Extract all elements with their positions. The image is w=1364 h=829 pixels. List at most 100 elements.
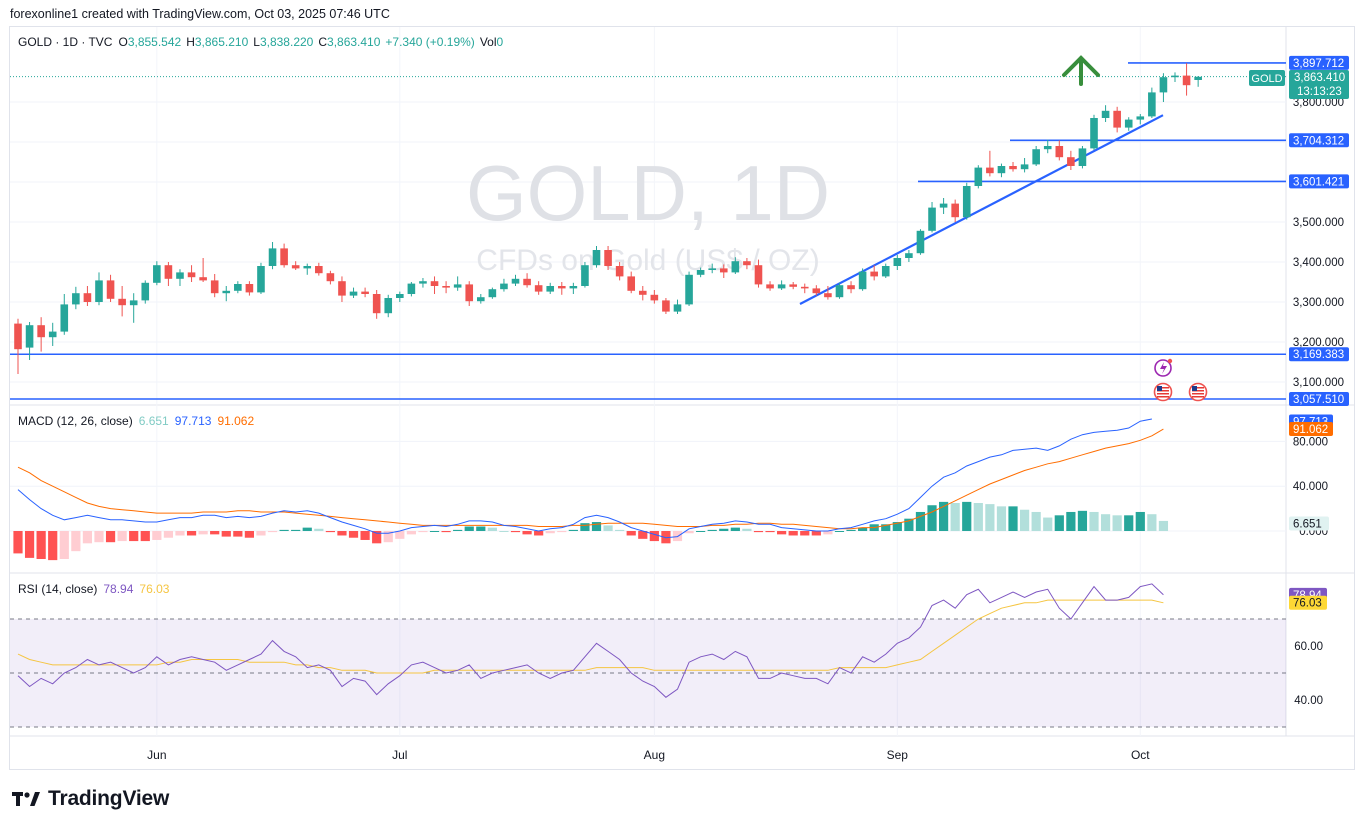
candle-body <box>974 167 983 186</box>
lightning-event-icon[interactable] <box>1154 358 1173 377</box>
candle-body <box>928 207 936 231</box>
candle-body <box>592 250 601 266</box>
candle <box>488 287 497 299</box>
macd-histogram-bar <box>256 531 266 536</box>
level-price-label-bg <box>1289 347 1349 362</box>
macd-histogram-tag[interactable]: 6.651 <box>1289 516 1329 531</box>
candle-body <box>453 284 462 288</box>
macd-signal-tag-bg <box>1289 422 1333 437</box>
candle <box>627 271 636 294</box>
candle-body <box>696 270 705 275</box>
candle <box>25 322 34 360</box>
current-price-tag[interactable]: GOLD 3,863.410 13:13:23 <box>1249 70 1349 99</box>
macd-histogram-bar <box>834 531 845 532</box>
macd-histogram-bar <box>325 531 335 533</box>
macd-histogram-bar <box>117 531 127 542</box>
candle <box>1194 76 1202 87</box>
candle-body <box>534 285 543 292</box>
level-price-label[interactable]: 3,897.712 <box>1289 55 1349 70</box>
candle-body <box>962 186 971 218</box>
tradingview-brand[interactable]: TradingView <box>12 787 169 811</box>
macd-histogram-bar <box>1077 510 1088 531</box>
level-price-label[interactable]: 3,704.312 <box>1289 133 1349 148</box>
macd-histogram-bar <box>279 529 289 531</box>
candle <box>893 254 902 270</box>
candle-body <box>118 298 126 306</box>
candle-body <box>291 265 300 269</box>
candle <box>419 278 427 288</box>
candle-body <box>1009 166 1017 170</box>
legend-l-label: L <box>253 35 260 49</box>
candle-body <box>1032 149 1040 165</box>
candle <box>37 317 45 352</box>
macd-histogram-bar <box>163 531 174 538</box>
candle <box>974 165 983 189</box>
candle <box>187 265 196 282</box>
macd-histogram-bar <box>1066 511 1076 531</box>
candle-body <box>488 289 497 298</box>
candle <box>997 163 1006 178</box>
rsi-legend-value: 78.94 <box>103 582 133 596</box>
macd-histogram-bar <box>684 531 694 534</box>
candle <box>673 299 682 314</box>
macd-histogram-bar <box>1089 511 1099 531</box>
candle <box>916 229 925 255</box>
flag-stripe <box>1192 390 1204 392</box>
macd-axis-tick: 40.000 <box>1293 481 1328 493</box>
candle <box>1009 162 1017 172</box>
macd-histogram-tag-bg <box>1289 516 1329 531</box>
macd-legend-signal: 91.062 <box>217 414 254 428</box>
candle-body <box>500 283 508 290</box>
candle <box>477 294 485 304</box>
legend-c-label: C <box>318 35 327 49</box>
x-axis-label-oct: Oct <box>1131 748 1150 762</box>
macd-histogram-bar <box>649 531 659 542</box>
candle <box>847 281 855 294</box>
macd-legend: MACD (12, 26, close) 6.651 97.713 91.062 <box>18 414 254 428</box>
macd-histogram-bar <box>996 506 1007 531</box>
candle-body <box>939 203 948 208</box>
level-price-label[interactable]: 3,169.383 <box>1289 347 1349 362</box>
macd-histogram-bar <box>105 531 116 543</box>
candle <box>777 280 786 290</box>
candle-body <box>546 286 555 292</box>
candle <box>106 274 115 302</box>
candle <box>962 182 971 220</box>
macd-histogram-bar <box>800 531 810 536</box>
level-price-label[interactable]: 3,057.510 <box>1289 391 1349 406</box>
candle-body <box>650 294 659 301</box>
candle-body <box>419 281 427 284</box>
candle-body <box>234 284 242 291</box>
candle <box>881 263 890 278</box>
up-arrow-icon <box>1062 55 1100 86</box>
candle-body <box>187 272 196 278</box>
trendline[interactable] <box>799 114 1164 305</box>
candle <box>396 291 404 302</box>
macd-signal-tag[interactable]: 91.062 <box>1289 422 1333 437</box>
candle-body <box>662 300 670 312</box>
us-flag-event-icon[interactable] <box>1188 382 1208 402</box>
level-price-label[interactable]: 3,601.421 <box>1289 174 1349 189</box>
rsi-ma-line <box>17 599 1164 674</box>
candle-body <box>349 291 358 296</box>
macd-histogram-bar <box>904 518 914 531</box>
level-price-label-text: 3,601.421 <box>1293 176 1344 188</box>
candle-body <box>881 266 890 277</box>
macd-histogram-bar <box>429 531 440 532</box>
macd-histogram-bar <box>661 531 671 544</box>
macd-histogram-bar <box>973 503 983 531</box>
rsi-ma-tag[interactable]: 76.03 <box>1289 595 1327 610</box>
legend-vol: 0 <box>497 35 504 49</box>
candle <box>789 282 797 290</box>
candle-body <box>1067 157 1075 166</box>
candle-body <box>719 268 728 273</box>
us-flag-event-icon[interactable] <box>1153 382 1173 402</box>
macd-axis-tick: 80.000 <box>1293 436 1328 448</box>
macd-histogram-bar <box>858 527 868 531</box>
candle-body <box>847 285 855 290</box>
macd-histogram-bar <box>82 531 93 544</box>
candle-body <box>164 265 173 279</box>
candle <box>1159 73 1168 102</box>
price-tag-bg <box>1289 70 1349 99</box>
